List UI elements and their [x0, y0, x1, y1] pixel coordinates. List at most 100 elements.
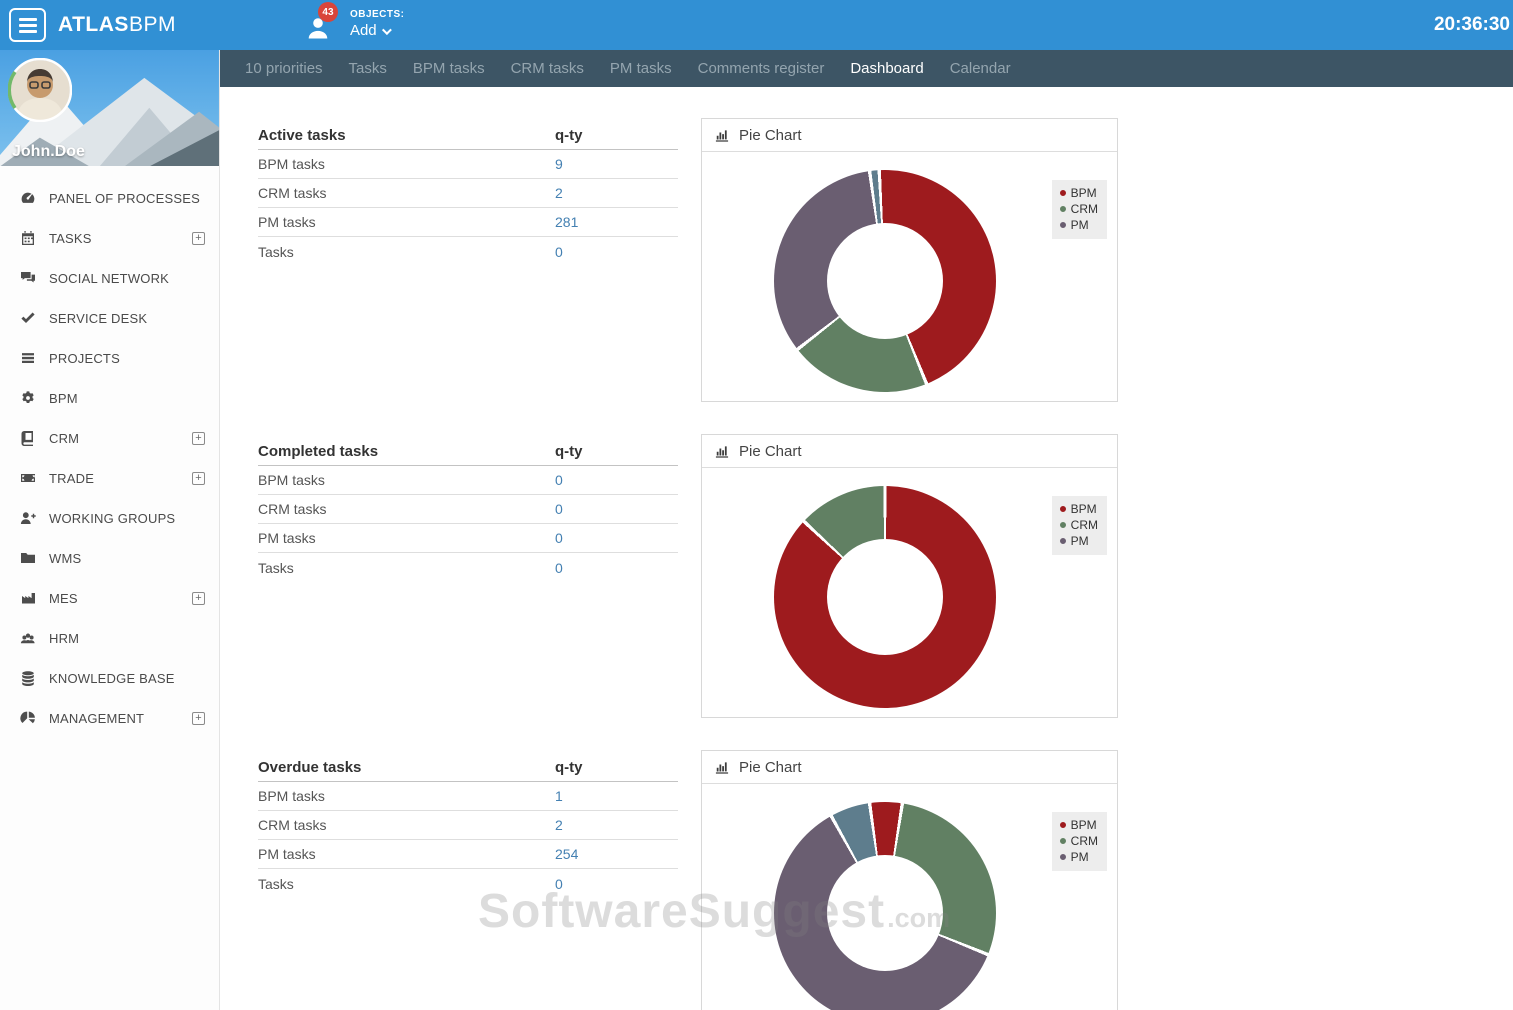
table-row: Tasks 0: [258, 237, 678, 266]
task-count-link[interactable]: 0: [555, 501, 563, 517]
sidebar-item-wms[interactable]: WMS: [0, 538, 219, 578]
dashboard-row: Overdue tasks q-ty BPM tasks 1 CRM tasks 2 P…: [258, 750, 1513, 1010]
legend-item-crm[interactable]: CRM: [1059, 833, 1098, 849]
table-row: BPM tasks 0: [258, 466, 678, 495]
expand-icon[interactable]: +: [192, 591, 205, 605]
legend-item-crm[interactable]: CRM: [1059, 201, 1098, 217]
legend-label: BPM: [1070, 502, 1097, 516]
person-icon: [308, 18, 328, 39]
expand-icon[interactable]: +: [192, 231, 205, 245]
legend-marker-icon: [1059, 222, 1066, 228]
user-notifications-icon[interactable]: 43: [306, 2, 338, 40]
sidebar-item-hrm[interactable]: HRM: [0, 618, 219, 658]
sidebar-item-bpm[interactable]: BPM: [0, 378, 219, 418]
hamburger-menu-icon[interactable]: [9, 8, 46, 42]
task-count-link[interactable]: 9: [555, 156, 563, 172]
tasks-table: Overdue tasks q-ty BPM tasks 1 CRM tasks 2 P…: [258, 750, 678, 1010]
sidebar-item-crm[interactable]: CRM +: [0, 418, 219, 458]
tab-bpm-tasks[interactable]: BPM tasks: [412, 60, 485, 77]
task-type-label: Tasks: [258, 559, 294, 576]
add-dropdown[interactable]: Add: [350, 22, 392, 41]
sidebar-item-service-desk[interactable]: SERVICE DESK: [0, 298, 219, 338]
sidebar-item-label: BPM: [49, 390, 78, 406]
table-row: CRM tasks 2: [258, 179, 678, 208]
table-header: Overdue tasks q-ty: [258, 753, 678, 782]
legend-item-bpm[interactable]: BPM: [1059, 501, 1098, 517]
panel-title: Pie Chart: [739, 758, 802, 776]
clock: 20:36:30: [1433, 14, 1510, 35]
task-count-link[interactable]: 0: [555, 472, 563, 488]
dashboard-row: Active tasks q-ty BPM tasks 9 CRM tasks 2 PM…: [258, 118, 1513, 402]
task-type-label: CRM tasks: [258, 817, 327, 833]
task-type-label: Tasks: [258, 875, 294, 892]
tab-crm-tasks[interactable]: CRM tasks: [510, 60, 584, 77]
task-type-label: PM tasks: [258, 214, 316, 230]
table-row: CRM tasks 0: [258, 495, 678, 524]
sidebar-item-mes[interactable]: MES +: [0, 578, 219, 618]
bar-chart-icon: [714, 760, 731, 775]
table-title: Active tasks: [258, 126, 346, 144]
tab-calendar[interactable]: Calendar: [949, 60, 1011, 77]
task-count-link[interactable]: 254: [555, 846, 579, 862]
table-header: Active tasks q-ty: [258, 121, 678, 150]
legend-marker-icon: [1059, 822, 1066, 828]
tab-comments-register[interactable]: Comments register: [697, 60, 825, 77]
sidebar-item-working-groups[interactable]: WORKING GROUPS: [0, 498, 219, 538]
panel-header: Pie Chart: [702, 751, 1117, 784]
task-type-label: BPM tasks: [258, 156, 325, 172]
sidebar-item-label: SERVICE DESK: [49, 310, 148, 326]
legend-item-bpm[interactable]: BPM: [1059, 185, 1098, 201]
book-icon: [20, 430, 38, 446]
sidebar-item-trade[interactable]: TRADE +: [0, 458, 219, 498]
brand-bold: ATLAS: [58, 13, 129, 36]
tasks-table: Completed tasks q-ty BPM tasks 0 CRM tasks…: [258, 434, 678, 718]
legend-label: BPM: [1070, 818, 1097, 832]
tab-pm-tasks[interactable]: PM tasks: [609, 60, 672, 77]
legend-item-pm[interactable]: PM: [1059, 533, 1098, 549]
task-count-link[interactable]: 281: [555, 214, 579, 230]
task-count-link[interactable]: 0: [555, 559, 563, 576]
table-title: Overdue tasks: [258, 758, 362, 776]
task-count-link[interactable]: 0: [555, 243, 563, 260]
chart-area: BPM CRM PM: [702, 784, 1117, 1010]
task-count-link[interactable]: 2: [555, 185, 563, 201]
table-row: PM tasks 0: [258, 524, 678, 553]
panel-title: Pie Chart: [739, 126, 802, 144]
sidebar-item-social-network[interactable]: SOCIAL NETWORK: [0, 258, 219, 298]
objects-block: OBJECTS: Add: [350, 9, 405, 42]
panel-title: Pie Chart: [739, 442, 802, 460]
tab-tasks[interactable]: Tasks: [348, 60, 387, 77]
task-count-link[interactable]: 0: [555, 530, 563, 546]
chart-area: BPM CRM PM: [702, 468, 1117, 717]
tab-10-priorities[interactable]: 10 priorities: [245, 60, 323, 77]
task-count-link[interactable]: 1: [555, 788, 563, 804]
main-content: Active tasks q-ty BPM tasks 9 CRM tasks 2 PM…: [220, 87, 1513, 1010]
legend-item-pm[interactable]: PM: [1059, 217, 1098, 233]
expand-icon[interactable]: +: [192, 711, 205, 725]
task-count-link[interactable]: 0: [555, 875, 563, 892]
legend-item-crm[interactable]: CRM: [1059, 517, 1098, 533]
expand-icon[interactable]: +: [192, 431, 205, 445]
donut-chart: [774, 486, 996, 708]
profile-header: John.Doe: [0, 50, 219, 167]
sidebar-item-management[interactable]: MANAGEMENT +: [0, 698, 219, 738]
user-plus-icon: [20, 510, 38, 526]
sidebar-item-knowledge-base[interactable]: KNOWLEDGE BASE: [0, 658, 219, 698]
sidebar-item-panel-of-processes[interactable]: PANEL OF PROCESSES: [0, 178, 219, 218]
legend-label: PM: [1070, 850, 1089, 864]
legend-item-pm[interactable]: PM: [1059, 849, 1098, 865]
users-icon: [20, 630, 38, 646]
objects-label: OBJECTS:: [349, 8, 405, 20]
sidebar-item-label: HRM: [49, 630, 80, 646]
calendar-icon: [20, 230, 38, 246]
legend-item-bpm[interactable]: BPM: [1059, 817, 1098, 833]
sidebar-item-label: PROJECTS: [49, 350, 120, 366]
sidebar-item-label: WMS: [49, 550, 82, 566]
task-count-link[interactable]: 2: [555, 817, 563, 833]
expand-icon[interactable]: +: [192, 471, 205, 485]
tab-dashboard[interactable]: Dashboard: [850, 60, 924, 77]
avatar[interactable]: [7, 57, 73, 123]
sidebar-item-projects[interactable]: PROJECTS: [0, 338, 219, 378]
sidebar-item-tasks[interactable]: TASKS +: [0, 218, 219, 258]
table-row: BPM tasks 9: [258, 150, 678, 179]
